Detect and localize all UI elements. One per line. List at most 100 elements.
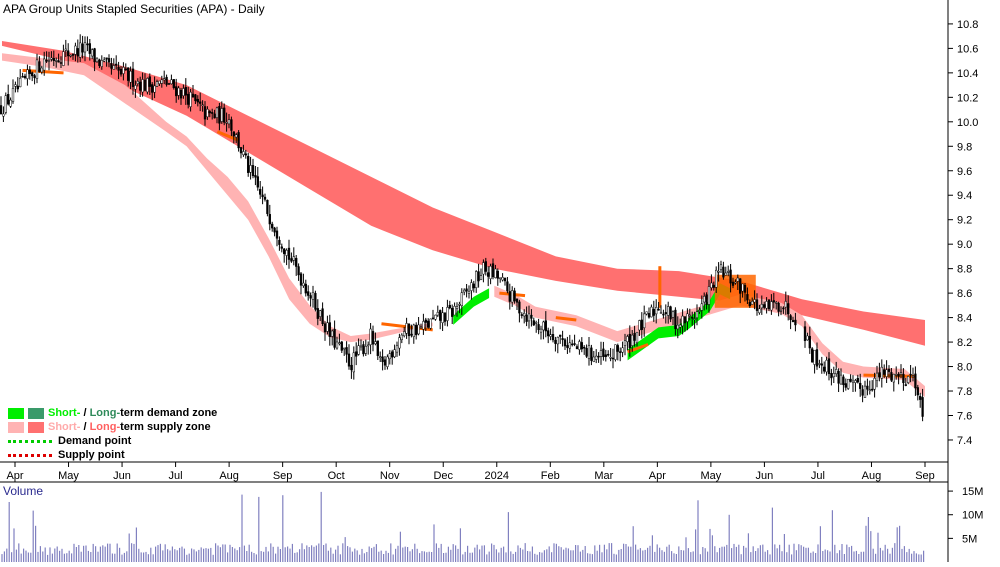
candle-body (295, 257, 298, 267)
candle-body (383, 359, 387, 366)
y-tick-label: 10.2 (957, 92, 978, 104)
candle-body (148, 76, 151, 87)
candle-body (775, 302, 778, 304)
candle-body (784, 301, 787, 308)
candle-body (844, 383, 847, 388)
candle-body (765, 301, 768, 309)
y-tick-label: 9.0 (957, 239, 972, 251)
volume-layer (1, 491, 925, 562)
candle-body (715, 269, 718, 288)
candle-body (760, 304, 763, 309)
candle-body (28, 69, 31, 75)
candle-body (739, 278, 742, 294)
candle-body (561, 338, 564, 341)
candle-body (556, 337, 559, 345)
candle-body (571, 343, 574, 346)
y-tick-label: 10.4 (957, 68, 978, 80)
orange-line-1 (216, 130, 239, 142)
x-tick-label: Apr (6, 470, 23, 482)
candle-body (448, 304, 451, 309)
candle-body (607, 353, 610, 356)
candle-body (338, 342, 341, 344)
x-tick-label: Dec (433, 470, 453, 482)
candle-body (892, 373, 895, 383)
candle-body (225, 122, 228, 124)
candle-body (395, 345, 399, 353)
candle-body (67, 50, 70, 57)
candle-body (33, 75, 36, 79)
candle-body (662, 313, 665, 316)
candle-body (321, 308, 324, 325)
candle-body (362, 344, 365, 355)
x-tick-label: Jul (811, 470, 825, 482)
candle-body (21, 76, 24, 78)
candle-body (818, 363, 821, 365)
candle-body (146, 78, 149, 93)
candle-body (664, 312, 667, 315)
y-tick-label: 9.4 (957, 190, 972, 202)
candle-body (611, 357, 615, 360)
candle-body (515, 298, 519, 303)
candle-body (244, 153, 247, 156)
candle-body (578, 341, 581, 350)
candle-body (643, 313, 646, 329)
short-term-demand-zone-1 (453, 288, 490, 325)
candle-body (112, 65, 115, 70)
candle-body (650, 306, 653, 318)
candle-body (861, 389, 864, 396)
candle-body (919, 396, 922, 400)
candle-body (674, 309, 677, 330)
candle-body (823, 366, 826, 372)
candle-body (427, 320, 430, 328)
long-supply-swatch (28, 421, 44, 433)
candle-body (554, 339, 557, 344)
candle-body (875, 372, 879, 381)
candle-body (412, 324, 415, 337)
candle-body (124, 68, 127, 71)
candle-body (7, 94, 10, 105)
candle-body (163, 78, 166, 81)
candle-body (208, 111, 211, 114)
candle-body (597, 355, 600, 358)
x-tick-label: Sep (915, 470, 935, 482)
volume-label: Volume (3, 484, 44, 498)
candle-body (914, 373, 917, 389)
candle-body (213, 113, 216, 119)
candle-body (830, 373, 833, 379)
candle-body (74, 45, 77, 55)
candle-body (287, 247, 291, 260)
y-tick-label: 9.8 (957, 141, 972, 153)
chart-title: APA Group Units Stapled Securities (APA)… (3, 2, 265, 16)
candle-body (136, 81, 139, 84)
candle-body (410, 333, 413, 336)
candle-body (71, 53, 75, 56)
candle-body (508, 291, 511, 302)
y-tick-label: 7.4 (957, 435, 972, 447)
candle-body (2, 113, 5, 117)
candle-body (263, 196, 267, 200)
candle-body (772, 300, 775, 303)
candle-body (323, 323, 327, 333)
candle-body (832, 373, 835, 378)
candle-body (374, 341, 377, 345)
candle-body (415, 324, 418, 336)
long-demand-swatch (28, 407, 44, 419)
candle-body (897, 373, 900, 377)
candle-body (232, 131, 235, 137)
candle-body (599, 350, 603, 357)
y-tick-label: 7.6 (957, 410, 972, 422)
candle-body (179, 89, 183, 99)
candle-body (782, 307, 785, 310)
candle-body (290, 258, 293, 262)
candle-body (847, 378, 850, 389)
candle-body (23, 75, 27, 78)
candle-body (31, 72, 34, 77)
candle-body (273, 227, 276, 233)
candle-body (470, 282, 473, 291)
legend-demand-rest: term demand zone (120, 407, 218, 419)
candle-body (165, 76, 168, 85)
candle-body (503, 277, 507, 282)
candle-body (407, 323, 411, 337)
candle-body (196, 98, 199, 103)
legend-supply-point: Supply point (8, 448, 217, 462)
